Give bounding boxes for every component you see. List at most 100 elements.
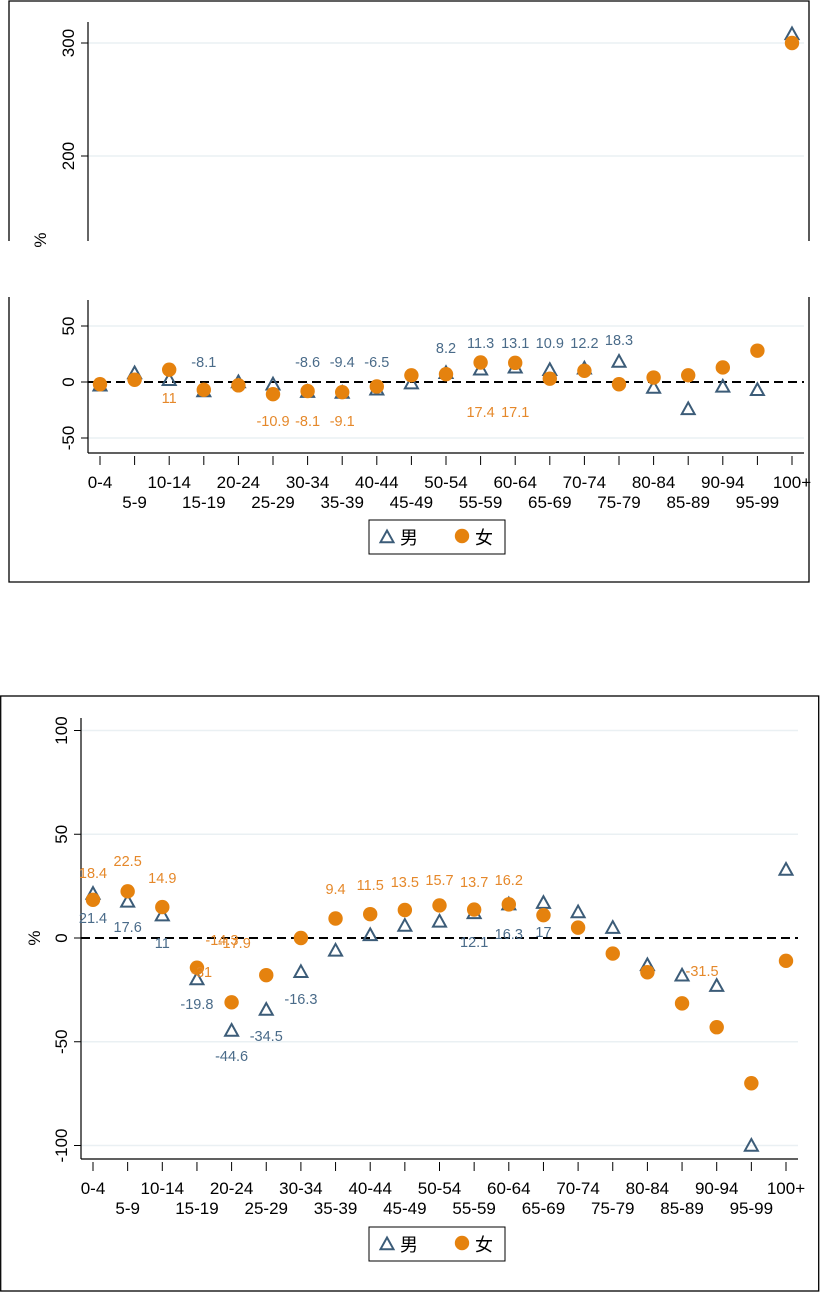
x-tick-label: 20-24 [217, 473, 260, 492]
point-male [604, 919, 621, 934]
x-tick-label: 15-19 [175, 1199, 218, 1218]
x-tick-label: 25-29 [245, 1199, 288, 1218]
data-label: -8.6 [295, 355, 320, 371]
point-female [536, 907, 551, 923]
x-tick-label: 35-39 [314, 1199, 357, 1218]
data-label: -16.3 [284, 992, 317, 1008]
data-label: -17.9 [218, 936, 251, 952]
point-female [127, 372, 142, 387]
data-label: -8.1 [191, 355, 216, 371]
x-tick-label: 40-44 [355, 473, 398, 492]
point-male [743, 1136, 760, 1152]
data-label: 17 [535, 925, 551, 941]
x-tick-label: 50-54 [424, 473, 467, 492]
point-male [292, 963, 310, 979]
x-tick-label: 5-9 [122, 493, 147, 512]
data-label: -31 [191, 965, 212, 981]
y-tick-label-1: 200 [59, 142, 78, 170]
x-tick-label: 40-44 [348, 1179, 391, 1198]
x-tick-label: 65-69 [522, 1199, 565, 1218]
point-male [673, 966, 691, 982]
y-tick-label-1: 50 [52, 825, 71, 844]
labels-female: 18.4 22.5 14.9 -14.3 -31 -17.9 9.4 11.5 13.5 15.7… [79, 854, 719, 981]
point-female [189, 960, 205, 975]
data-label: 9.4 [325, 882, 345, 898]
x-tick-label: 35-39 [320, 493, 363, 512]
data-label: 16.3 [495, 927, 523, 943]
x-tick-label: 30-34 [279, 1179, 322, 1198]
x-tick-label: 75-79 [597, 493, 640, 512]
data-label: 10.9 [536, 336, 564, 352]
point-male [777, 860, 795, 876]
point-male [327, 941, 344, 957]
data-label: 16.2 [495, 873, 523, 889]
data-label: 13.5 [391, 875, 419, 891]
point-female [542, 371, 557, 386]
point-female [328, 911, 343, 926]
point-male [610, 352, 628, 368]
x-tick-label: 60-64 [493, 473, 536, 492]
point-male [258, 1001, 275, 1016]
data-label: -10.9 [256, 414, 289, 430]
x-tick-label: 80-84 [632, 473, 675, 492]
point-male [188, 970, 206, 986]
x-tick-label: 10-14 [147, 473, 190, 492]
data-label: -14.3 [205, 933, 238, 949]
point-female [577, 363, 592, 378]
data-label: -9.1 [330, 414, 355, 430]
point-female [363, 906, 378, 922]
data-label: 21.4 [79, 911, 107, 927]
top-figure-frame [8, 0, 810, 583]
point-female [646, 370, 661, 385]
point-female [259, 967, 274, 983]
point-female [162, 362, 177, 377]
point-male [431, 912, 448, 928]
data-label: 11.3 [467, 336, 494, 352]
data-label: 17.6 [114, 920, 142, 936]
x-tick-label: 55-59 [452, 1199, 495, 1218]
point-female [508, 355, 523, 371]
point-female [640, 965, 655, 980]
y-tick-label-0: 100 [52, 716, 71, 744]
data-label: -8.1 [295, 414, 320, 430]
data-label: 17.1 [501, 405, 529, 421]
point-male [535, 894, 552, 909]
x-tick-label: 95-99 [730, 1199, 773, 1218]
legend-entry-male: 男 [378, 528, 418, 549]
point-female [120, 884, 135, 899]
data-label: -44.6 [215, 1049, 248, 1065]
data-label: 13.7 [460, 875, 488, 891]
x-tick-label: 80-84 [626, 1179, 669, 1198]
point-male [161, 371, 178, 386]
x-tick-label: 20-24 [210, 1179, 253, 1198]
x-tick-label: 15-19 [182, 493, 225, 512]
y-tick-label-0: 300 [59, 29, 78, 57]
legend-entry-female: 女 [454, 1235, 493, 1256]
point-female [681, 368, 696, 383]
point-female [231, 378, 246, 393]
data-label: 11 [155, 936, 170, 952]
x-tick-label: 85-89 [660, 1199, 703, 1218]
labels-male: 21.4 17.6 11 -19.8 -44.6-34.5 -16.3 12.1 16.3 17 [79, 911, 552, 1065]
data-label: 11 [162, 391, 177, 407]
point-female [293, 930, 309, 946]
x-tick-label: 25-29 [251, 493, 294, 512]
data-label: 12.2 [570, 336, 598, 352]
point-female [92, 377, 108, 392]
y-axis-title-upper: % [31, 232, 50, 247]
x-tick-label: 50-54 [418, 1179, 461, 1198]
point-female [196, 382, 211, 398]
x-tick-label: 60-64 [487, 1179, 530, 1198]
legend-triangle-icon [378, 528, 396, 544]
data-label: -34.5 [250, 1029, 283, 1045]
data-label: 14.9 [148, 871, 176, 887]
y-tick-label-4: -100 [52, 1128, 71, 1162]
x-tick-label: 70-74 [563, 473, 606, 492]
data-label: 13.1 [501, 336, 529, 352]
x-tick-label: 10-14 [141, 1179, 184, 1198]
chart-top: 300200%500-500-45-910-1415-1920-2425-293… [31, 22, 811, 555]
legend-triangle-icon [378, 1235, 396, 1251]
legend-label-male: 男 [400, 1235, 418, 1256]
x-tick-label: 45-49 [383, 1199, 426, 1218]
y-tick-label-0: 50 [59, 317, 78, 336]
